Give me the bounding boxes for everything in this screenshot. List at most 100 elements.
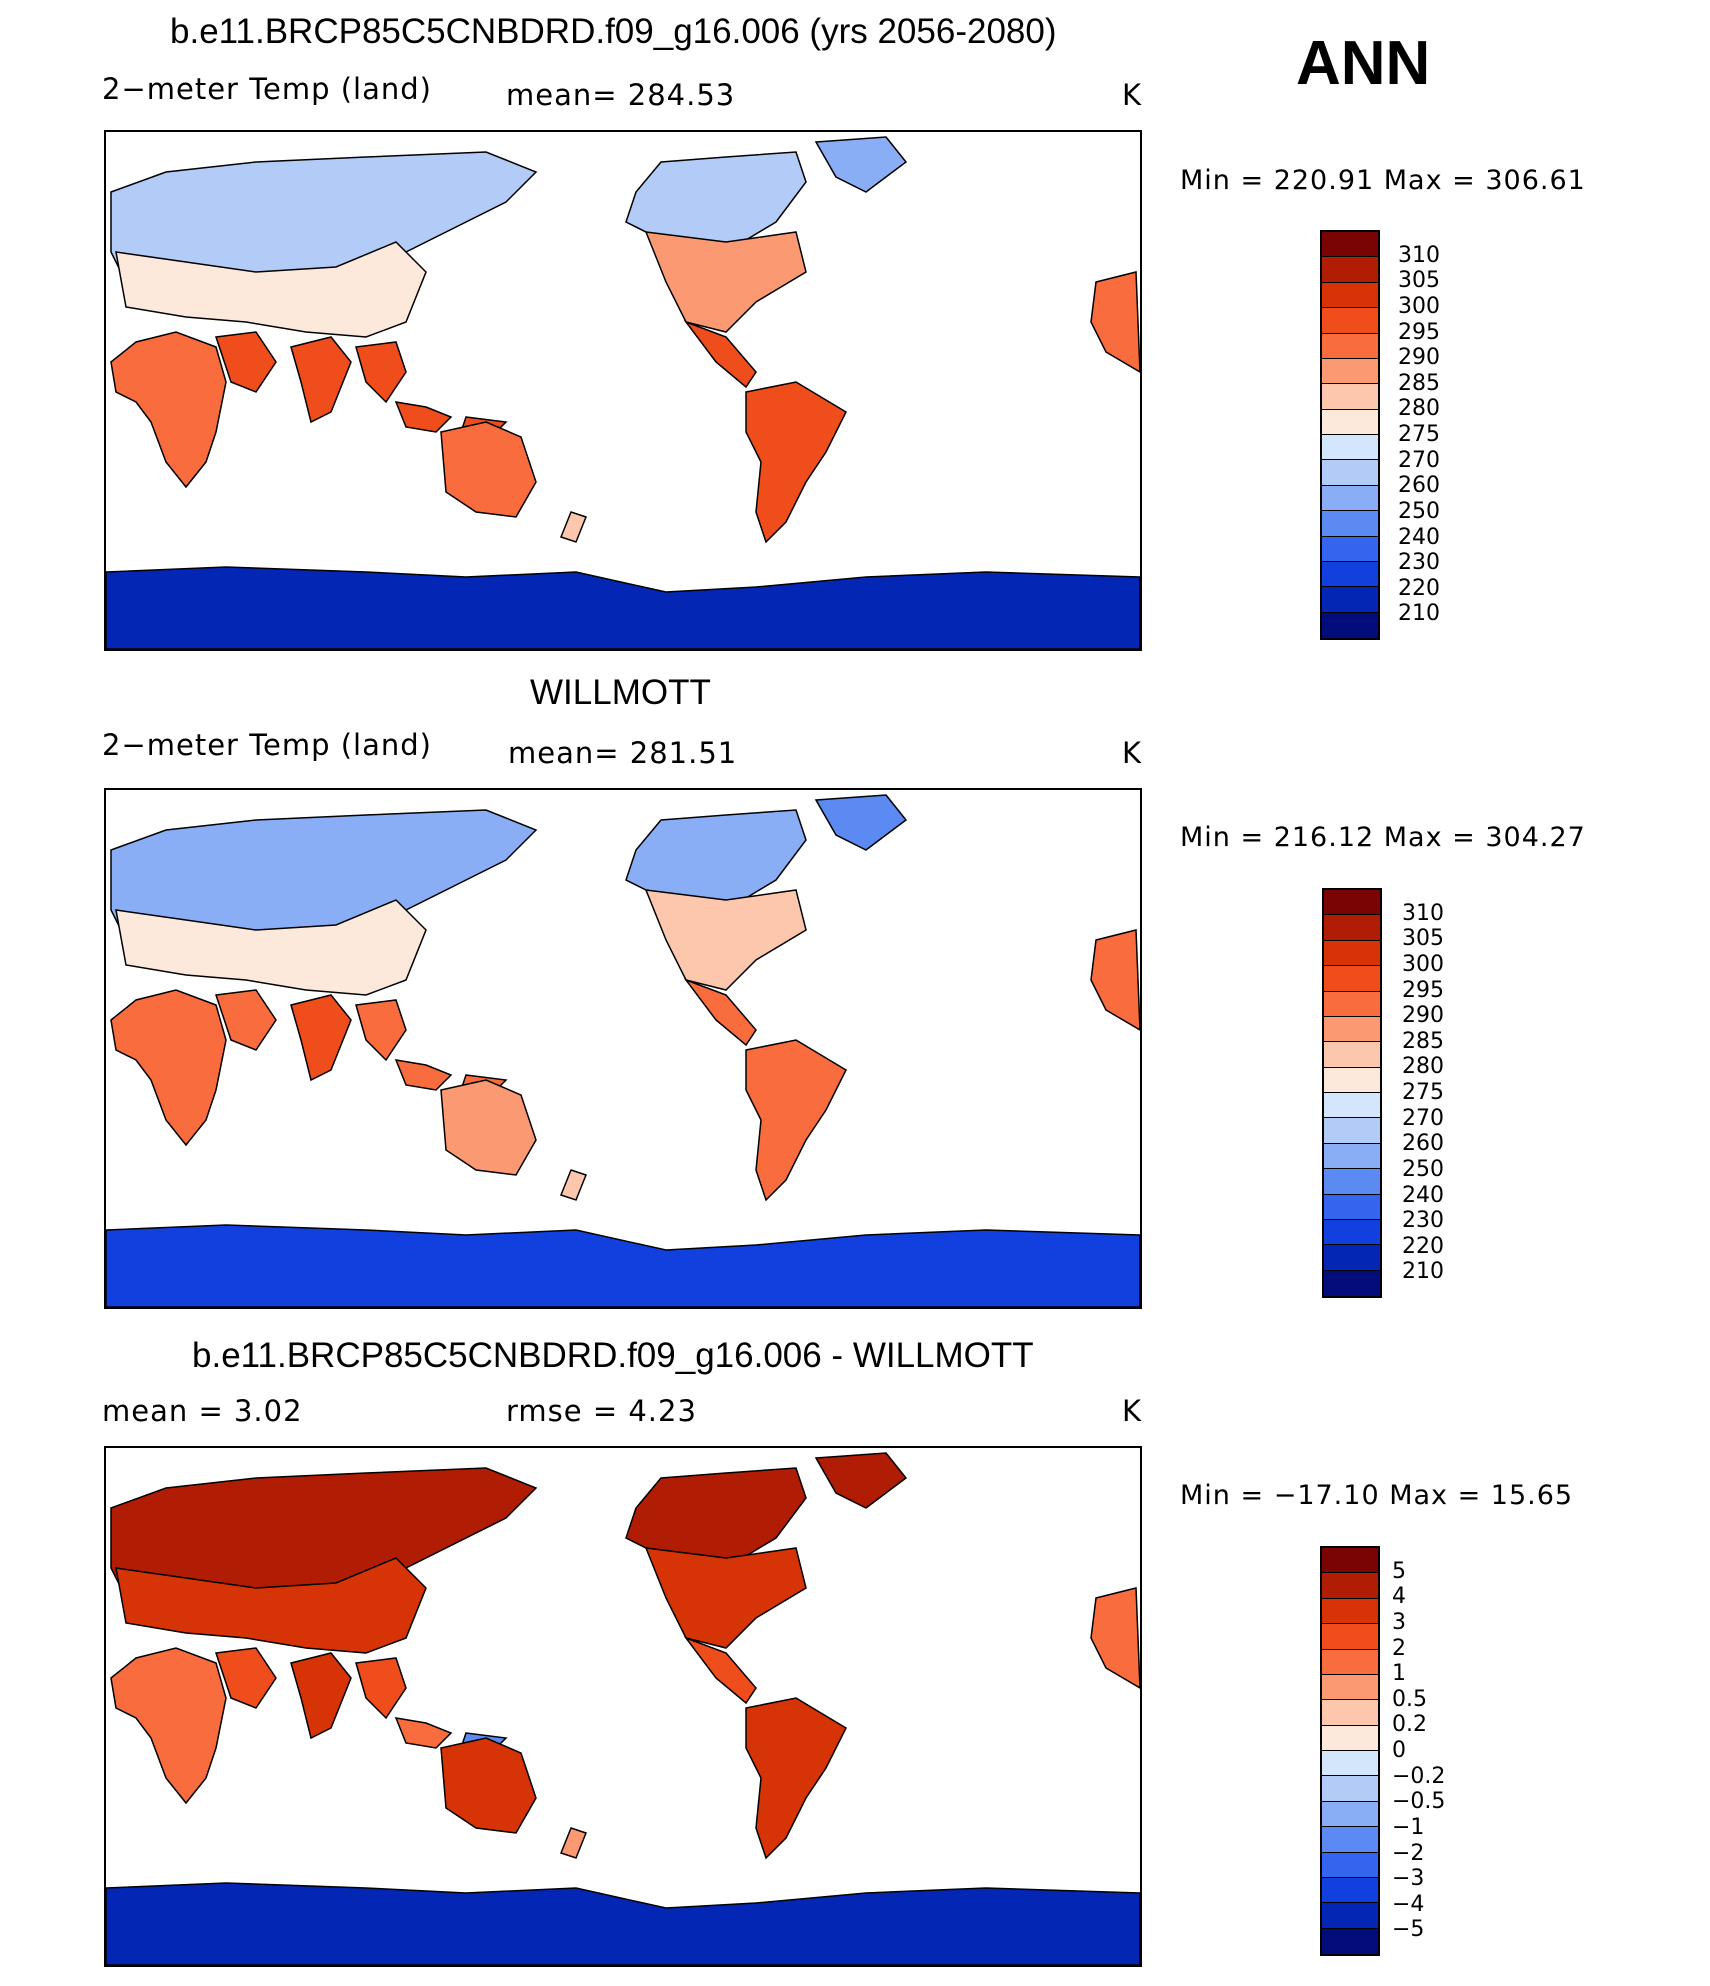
land-antarctica <box>106 1224 1140 1307</box>
colorbar-swatch <box>1322 1573 1378 1599</box>
colorbar-tick-label: −4 <box>1392 1891 1425 1917</box>
land-seasia <box>355 1657 407 1720</box>
colorbar-tick-label: 2 <box>1392 1635 1406 1661</box>
panel3-colorbar <box>1320 1546 1380 1956</box>
colorbar-tick-label: 280 <box>1402 1054 1444 1080</box>
land-warmAfrica <box>110 331 227 489</box>
land-greenland <box>814 136 908 193</box>
colorbar-swatch <box>1322 1852 1378 1878</box>
colorbar-swatch <box>1322 1624 1378 1650</box>
land-seasia <box>355 341 407 404</box>
land-nz <box>560 1827 587 1859</box>
panel3-map-svg <box>106 1452 1140 1965</box>
land-greenland <box>814 794 908 851</box>
panel3-minmax: Min = −17.10 Max = 15.65 <box>1180 1480 1574 1511</box>
colorbar-swatch <box>1322 1827 1378 1853</box>
colorbar-tick-label: 305 <box>1402 926 1444 952</box>
colorbar-tick-label: 300 <box>1402 951 1444 977</box>
colorbar-swatch <box>1324 966 1380 992</box>
season-label: ANN <box>1296 29 1431 98</box>
colorbar-tick-label: 230 <box>1398 550 1440 576</box>
colorbar-swatch <box>1322 460 1378 486</box>
colorbar-tick-label: 295 <box>1398 319 1440 345</box>
colorbar-tick-label: 220 <box>1402 1233 1444 1259</box>
land-indo <box>394 1059 453 1091</box>
colorbar-swatch <box>1322 232 1378 258</box>
colorbar-tick-label: 275 <box>1398 422 1440 447</box>
land-seasia <box>355 999 407 1062</box>
colorbar-swatch <box>1324 1067 1380 1093</box>
panel3-map <box>104 1446 1142 1967</box>
colorbar-tick-label: 250 <box>1398 498 1440 524</box>
colorbar-swatch <box>1322 587 1378 613</box>
colorbar-swatch <box>1322 1700 1378 1726</box>
land-namerica <box>625 1467 807 1569</box>
panel2-title: WILLMOTT <box>530 673 711 712</box>
land-midasia <box>115 1557 427 1654</box>
colorbar-swatch <box>1324 1194 1380 1220</box>
land-samerica <box>745 1697 847 1860</box>
land-india <box>290 1652 352 1740</box>
colorbar-tick-label: 230 <box>1402 1208 1444 1234</box>
colorbar-swatch <box>1322 333 1378 359</box>
colorbar-swatch <box>1324 1016 1380 1043</box>
land-greenland <box>814 1452 908 1509</box>
colorbar-tick-label: 0 <box>1392 1738 1406 1763</box>
colorbar-swatch <box>1324 890 1380 916</box>
land-wafrica <box>1090 929 1140 1031</box>
colorbar-tick-label: 240 <box>1402 1182 1444 1208</box>
colorbar-swatch <box>1322 308 1378 334</box>
colorbar-tick-label: 285 <box>1402 1028 1444 1054</box>
colorbar-swatch <box>1322 1725 1378 1751</box>
panel1-colorbar <box>1320 230 1380 640</box>
land-indo <box>394 401 453 433</box>
land-samerica <box>745 1039 847 1202</box>
colorbar-swatch <box>1322 1548 1378 1574</box>
land-camerica <box>683 1636 757 1705</box>
colorbar-swatch <box>1322 511 1378 537</box>
land-namwarm <box>644 1547 807 1649</box>
colorbar-tick-label: 290 <box>1398 345 1440 371</box>
land-austr <box>440 421 537 518</box>
land-wafrica <box>1090 1587 1140 1689</box>
colorbar-tick-label: 280 <box>1398 396 1440 422</box>
land-wafrica <box>1090 271 1140 373</box>
colorbar-swatch <box>1322 358 1378 385</box>
colorbar-tick-label: 285 <box>1398 370 1440 396</box>
panel1-mean: mean= 284.53 <box>506 78 736 112</box>
colorbar-swatch <box>1324 940 1380 967</box>
colorbar-swatch <box>1322 1903 1378 1929</box>
land-arabia <box>214 331 277 393</box>
colorbar-tick-label: −0.2 <box>1392 1763 1446 1789</box>
colorbar-tick-label: 210 <box>1402 1259 1444 1285</box>
land-india <box>290 994 352 1082</box>
colorbar-tick-label: −2 <box>1392 1840 1425 1866</box>
colorbar-swatch <box>1324 1143 1380 1170</box>
colorbar-swatch <box>1322 561 1378 588</box>
panel2-map-svg <box>106 794 1140 1307</box>
colorbar-tick-label: 305 <box>1398 268 1440 294</box>
colorbar-tick-label: 240 <box>1398 524 1440 550</box>
colorbar-tick-label: 300 <box>1398 293 1440 319</box>
colorbar-tick-label: 260 <box>1398 473 1440 499</box>
colorbar-swatch <box>1322 1776 1378 1802</box>
colorbar-tick-label: 275 <box>1402 1080 1444 1105</box>
colorbar-swatch <box>1324 1219 1380 1246</box>
panel1-map <box>104 130 1142 651</box>
panel3-title: b.e11.BRCP85C5CNBDRD.f09_g16.006 - WILLM… <box>192 1336 1034 1375</box>
colorbar-tick-label: 270 <box>1402 1105 1444 1131</box>
colorbar-swatch <box>1322 409 1378 435</box>
colorbar-swatch <box>1322 1674 1378 1701</box>
colorbar-tick-label: 250 <box>1402 1156 1444 1182</box>
colorbar-tick-label: 295 <box>1402 977 1444 1003</box>
colorbar-tick-label: 0.5 <box>1392 1686 1427 1712</box>
land-indo <box>394 1717 453 1749</box>
colorbar-tick-label: −5 <box>1392 1917 1425 1943</box>
panel2-map <box>104 788 1142 1309</box>
colorbar-swatch <box>1324 1118 1380 1144</box>
colorbar-tick-label: −3 <box>1392 1866 1425 1892</box>
land-nz <box>560 511 587 543</box>
land-camerica <box>683 320 757 389</box>
land-warmAfrica <box>110 1647 227 1805</box>
panel1-map-svg <box>106 136 1140 649</box>
